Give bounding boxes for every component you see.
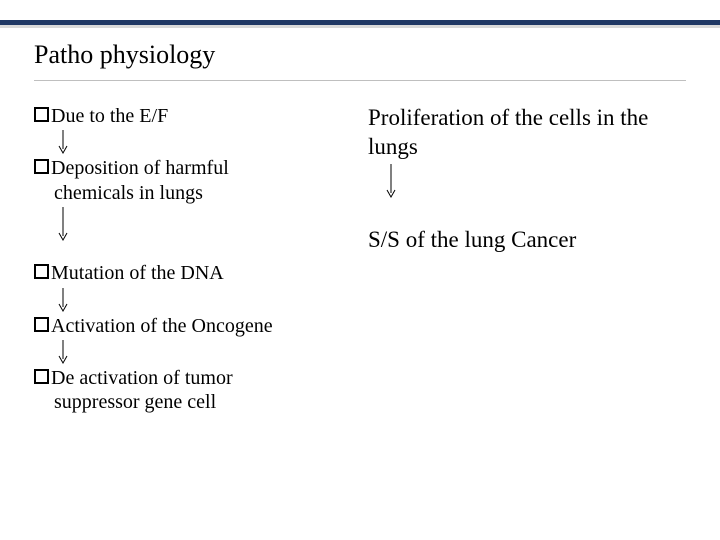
- top-accent-bar: [0, 20, 720, 28]
- bullet-text: De activation of tumor: [51, 366, 233, 390]
- bullet-item: Activation of the Oncogene: [34, 314, 352, 338]
- bullet-continuation: suppressor gene cell: [34, 390, 352, 414]
- spacer: [34, 243, 352, 261]
- down-arrow-icon: [58, 288, 352, 312]
- left-column: Due to the E/F Deposition of harmful che…: [34, 104, 360, 415]
- checkbox-icon: [34, 369, 49, 384]
- bullet-item: Due to the E/F: [34, 104, 352, 128]
- down-arrow-icon: [58, 207, 352, 241]
- down-arrow-icon: [58, 130, 352, 154]
- bullet-item: Deposition of harmful: [34, 156, 352, 180]
- right-column: Proliferation of the cells in the lungs …: [360, 104, 686, 415]
- bullet-text: Mutation of the DNA: [51, 261, 224, 285]
- down-arrow-icon: [58, 340, 352, 364]
- bullet-continuation: chemicals in lungs: [34, 181, 352, 205]
- right-text: Proliferation of the cells in the lungs: [368, 104, 686, 162]
- bullet-text: Deposition of harmful: [51, 156, 229, 180]
- checkbox-icon: [34, 107, 49, 122]
- bullet-text: suppressor gene cell: [54, 390, 216, 414]
- checkbox-icon: [34, 159, 49, 174]
- content-columns: Due to the E/F Deposition of harmful che…: [34, 104, 686, 415]
- down-arrow-icon: [386, 164, 686, 198]
- bullet-item: Mutation of the DNA: [34, 261, 352, 285]
- top-accent-light: [0, 25, 720, 28]
- bullet-text: Due to the E/F: [51, 104, 168, 128]
- bullet-text: chemicals in lungs: [54, 181, 203, 205]
- checkbox-icon: [34, 317, 49, 332]
- slide-title: Patho physiology: [34, 40, 686, 81]
- checkbox-icon: [34, 264, 49, 279]
- right-text: S/S of the lung Cancer: [368, 226, 686, 255]
- bullet-item: De activation of tumor: [34, 366, 352, 390]
- spacer: [368, 200, 686, 226]
- bullet-text: Activation of the Oncogene: [51, 314, 273, 338]
- title-container: Patho physiology: [34, 40, 686, 81]
